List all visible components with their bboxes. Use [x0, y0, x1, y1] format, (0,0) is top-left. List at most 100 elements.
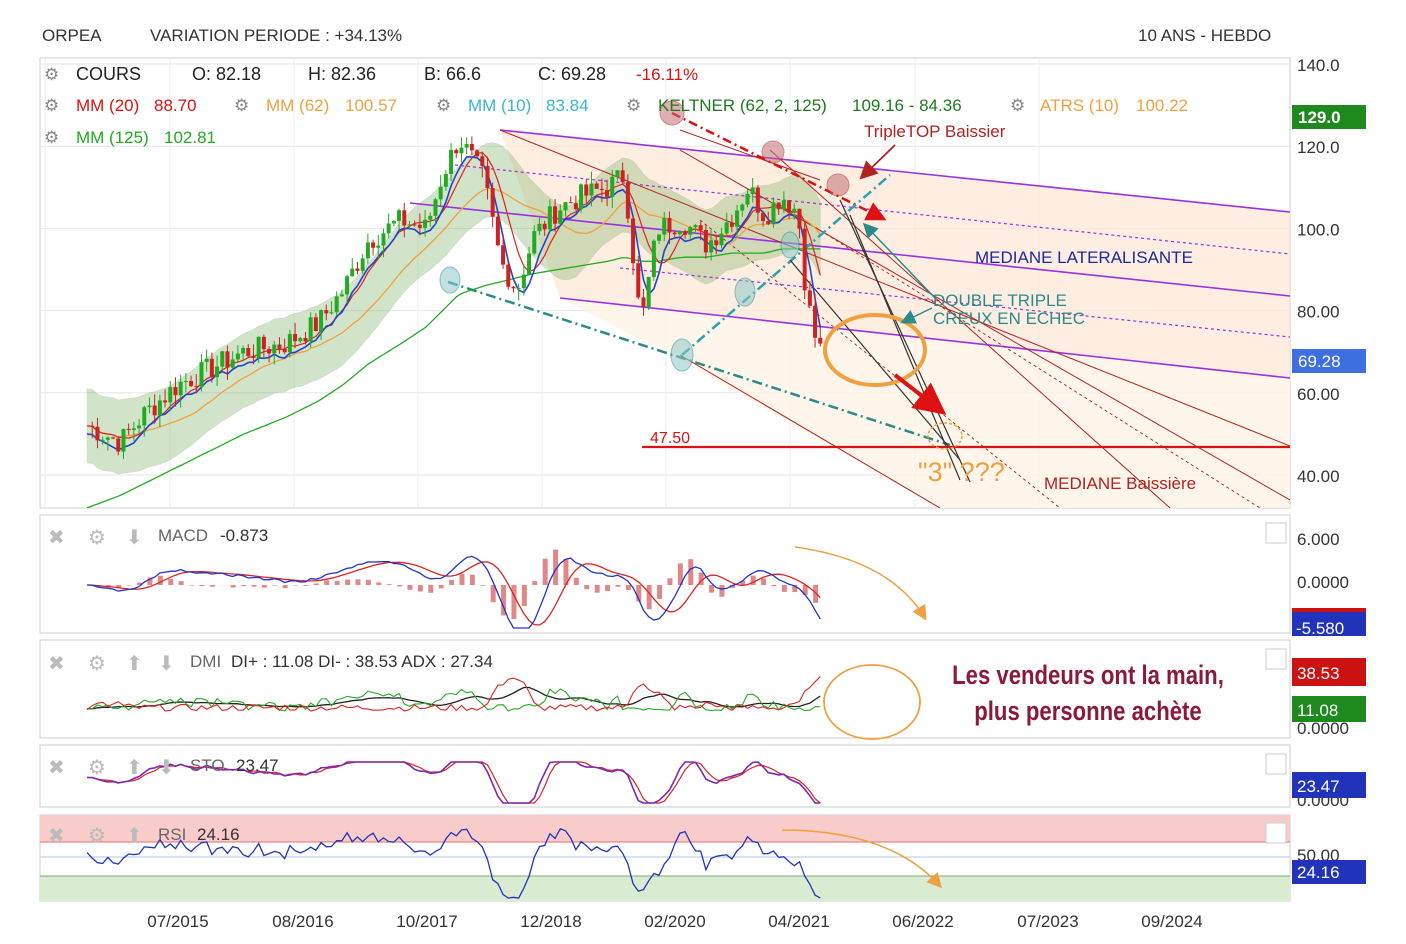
candle-body [350, 268, 355, 277]
gear-icon[interactable]: ⚙ [44, 128, 59, 147]
candle-body [287, 334, 292, 353]
candle-body [745, 193, 750, 205]
candle-body [417, 224, 422, 228]
candle-body [542, 223, 547, 230]
ticker-label: ORPEA [42, 26, 102, 45]
main-legend: ⚙ COURS O: 82.18 H: 82.36 B: 66.6 C: 69.… [44, 64, 1188, 147]
macd-signal-line [87, 561, 821, 626]
macd-checkbox[interactable] [1265, 522, 1287, 544]
macd-panel [39, 514, 1291, 634]
candle-body [605, 190, 610, 197]
gear-icon[interactable]: ⚙ [234, 96, 249, 115]
candle-body [683, 231, 688, 235]
candle-body [142, 407, 147, 426]
gear-icon[interactable]: ⚙ [44, 65, 59, 84]
last-badge [1292, 349, 1366, 373]
double-triple-label-1: DOUBLE TRIPLE [933, 291, 1067, 310]
candle-body [339, 294, 344, 297]
y-tick-label: 120.0 [1297, 138, 1340, 157]
candle-body [657, 234, 662, 241]
close-icon[interactable]: ✖ [48, 653, 65, 675]
x-tick-label: 04/2021 [768, 912, 829, 931]
candle-body [147, 405, 152, 408]
macd-bar [480, 585, 486, 586]
candle-body [376, 245, 381, 248]
candle-body [313, 317, 318, 332]
candle-body [126, 428, 131, 431]
x-tick-label: 07/2015 [147, 912, 208, 931]
sto-line [87, 761, 821, 804]
dmi-panel [39, 639, 1291, 739]
macd-bar [261, 585, 267, 588]
dmi-checkbox[interactable] [1265, 648, 1287, 670]
gear-icon[interactable]: ⚙ [44, 96, 59, 115]
rsi-checkbox[interactable] [1265, 822, 1287, 844]
top-circle-3 [826, 173, 850, 197]
period-label[interactable]: 10 ANS - HEBDO [1138, 26, 1272, 45]
gear-icon[interactable]: ⚙ [436, 96, 451, 115]
gear-icon[interactable]: ⚙ [88, 825, 106, 847]
macd-bar [740, 580, 746, 585]
bottom-circle-2 [670, 338, 694, 372]
macd-bar [792, 585, 798, 593]
candle-body [688, 227, 693, 235]
macd-bar [657, 585, 663, 600]
macd-bar [542, 558, 548, 585]
arrow-up-icon[interactable]: ⬆ [126, 757, 143, 779]
bottom-circle-3 [734, 277, 756, 307]
close-icon[interactable]: ✖ [48, 825, 65, 847]
rsi-value: 24.16 [197, 825, 240, 844]
mm10-label: MM (10) [468, 96, 531, 115]
macd-bar [438, 585, 444, 589]
proj-line-3 [849, 214, 961, 481]
candle-body [116, 438, 121, 452]
candle-body [646, 276, 651, 308]
x-tick-label: 10/2017 [396, 912, 457, 931]
candle-body [750, 187, 755, 194]
candle-body [261, 336, 266, 350]
macd-bar [168, 578, 174, 585]
candle-body [443, 174, 448, 187]
atrs-label: ATRS (10) [1040, 96, 1119, 115]
sto-checkbox[interactable] [1265, 753, 1287, 775]
candle-body [454, 149, 459, 154]
sto-badge [1292, 772, 1366, 798]
candle-body [407, 224, 412, 226]
candle-body [724, 222, 729, 234]
candle-body [677, 231, 682, 235]
triple-top-arrow [859, 144, 896, 180]
support-level-label: 47.50 [650, 430, 690, 447]
last-badge-text: 69.28 [1298, 352, 1341, 371]
variation-label: VARIATION PERIODE : +34.13% [150, 26, 403, 45]
arrow-up-icon[interactable]: ⬆ [126, 825, 143, 847]
mm10-value: 83.84 [546, 96, 589, 115]
y-tick-label: 60.00 [1297, 385, 1340, 404]
candle-body [651, 240, 656, 277]
mm62-value: 100.57 [345, 96, 397, 115]
bear-fan-1 [499, 129, 1290, 447]
gear-icon[interactable]: ⚙ [88, 527, 106, 549]
cours-close: C: 69.28 [538, 64, 606, 84]
gear-icon[interactable]: ⚙ [626, 96, 641, 115]
close-icon[interactable]: ✖ [48, 757, 65, 779]
macd-bar [688, 559, 694, 585]
arrow-down-icon[interactable]: ⬇ [158, 653, 175, 675]
arrow-down-icon[interactable]: ⬇ [158, 757, 175, 779]
candle-body [267, 349, 272, 354]
candle-body [568, 202, 573, 204]
arrow-up-icon[interactable]: ⬆ [126, 653, 143, 675]
arrow-down-icon[interactable]: ⬇ [126, 527, 143, 549]
candle-body [459, 147, 464, 154]
gear-icon[interactable]: ⚙ [1010, 96, 1025, 115]
close-icon[interactable]: ✖ [48, 527, 65, 549]
candle-body [241, 347, 246, 354]
gear-icon[interactable]: ⚙ [88, 757, 106, 779]
candle-body [490, 188, 495, 217]
macd-axis-top: 6.000 [1297, 530, 1340, 549]
candle-body [480, 156, 485, 166]
gear-icon[interactable]: ⚙ [88, 653, 106, 675]
candle-body [381, 233, 386, 246]
candle-body [698, 225, 703, 231]
candle-body [792, 208, 797, 213]
candle-body [797, 208, 802, 229]
